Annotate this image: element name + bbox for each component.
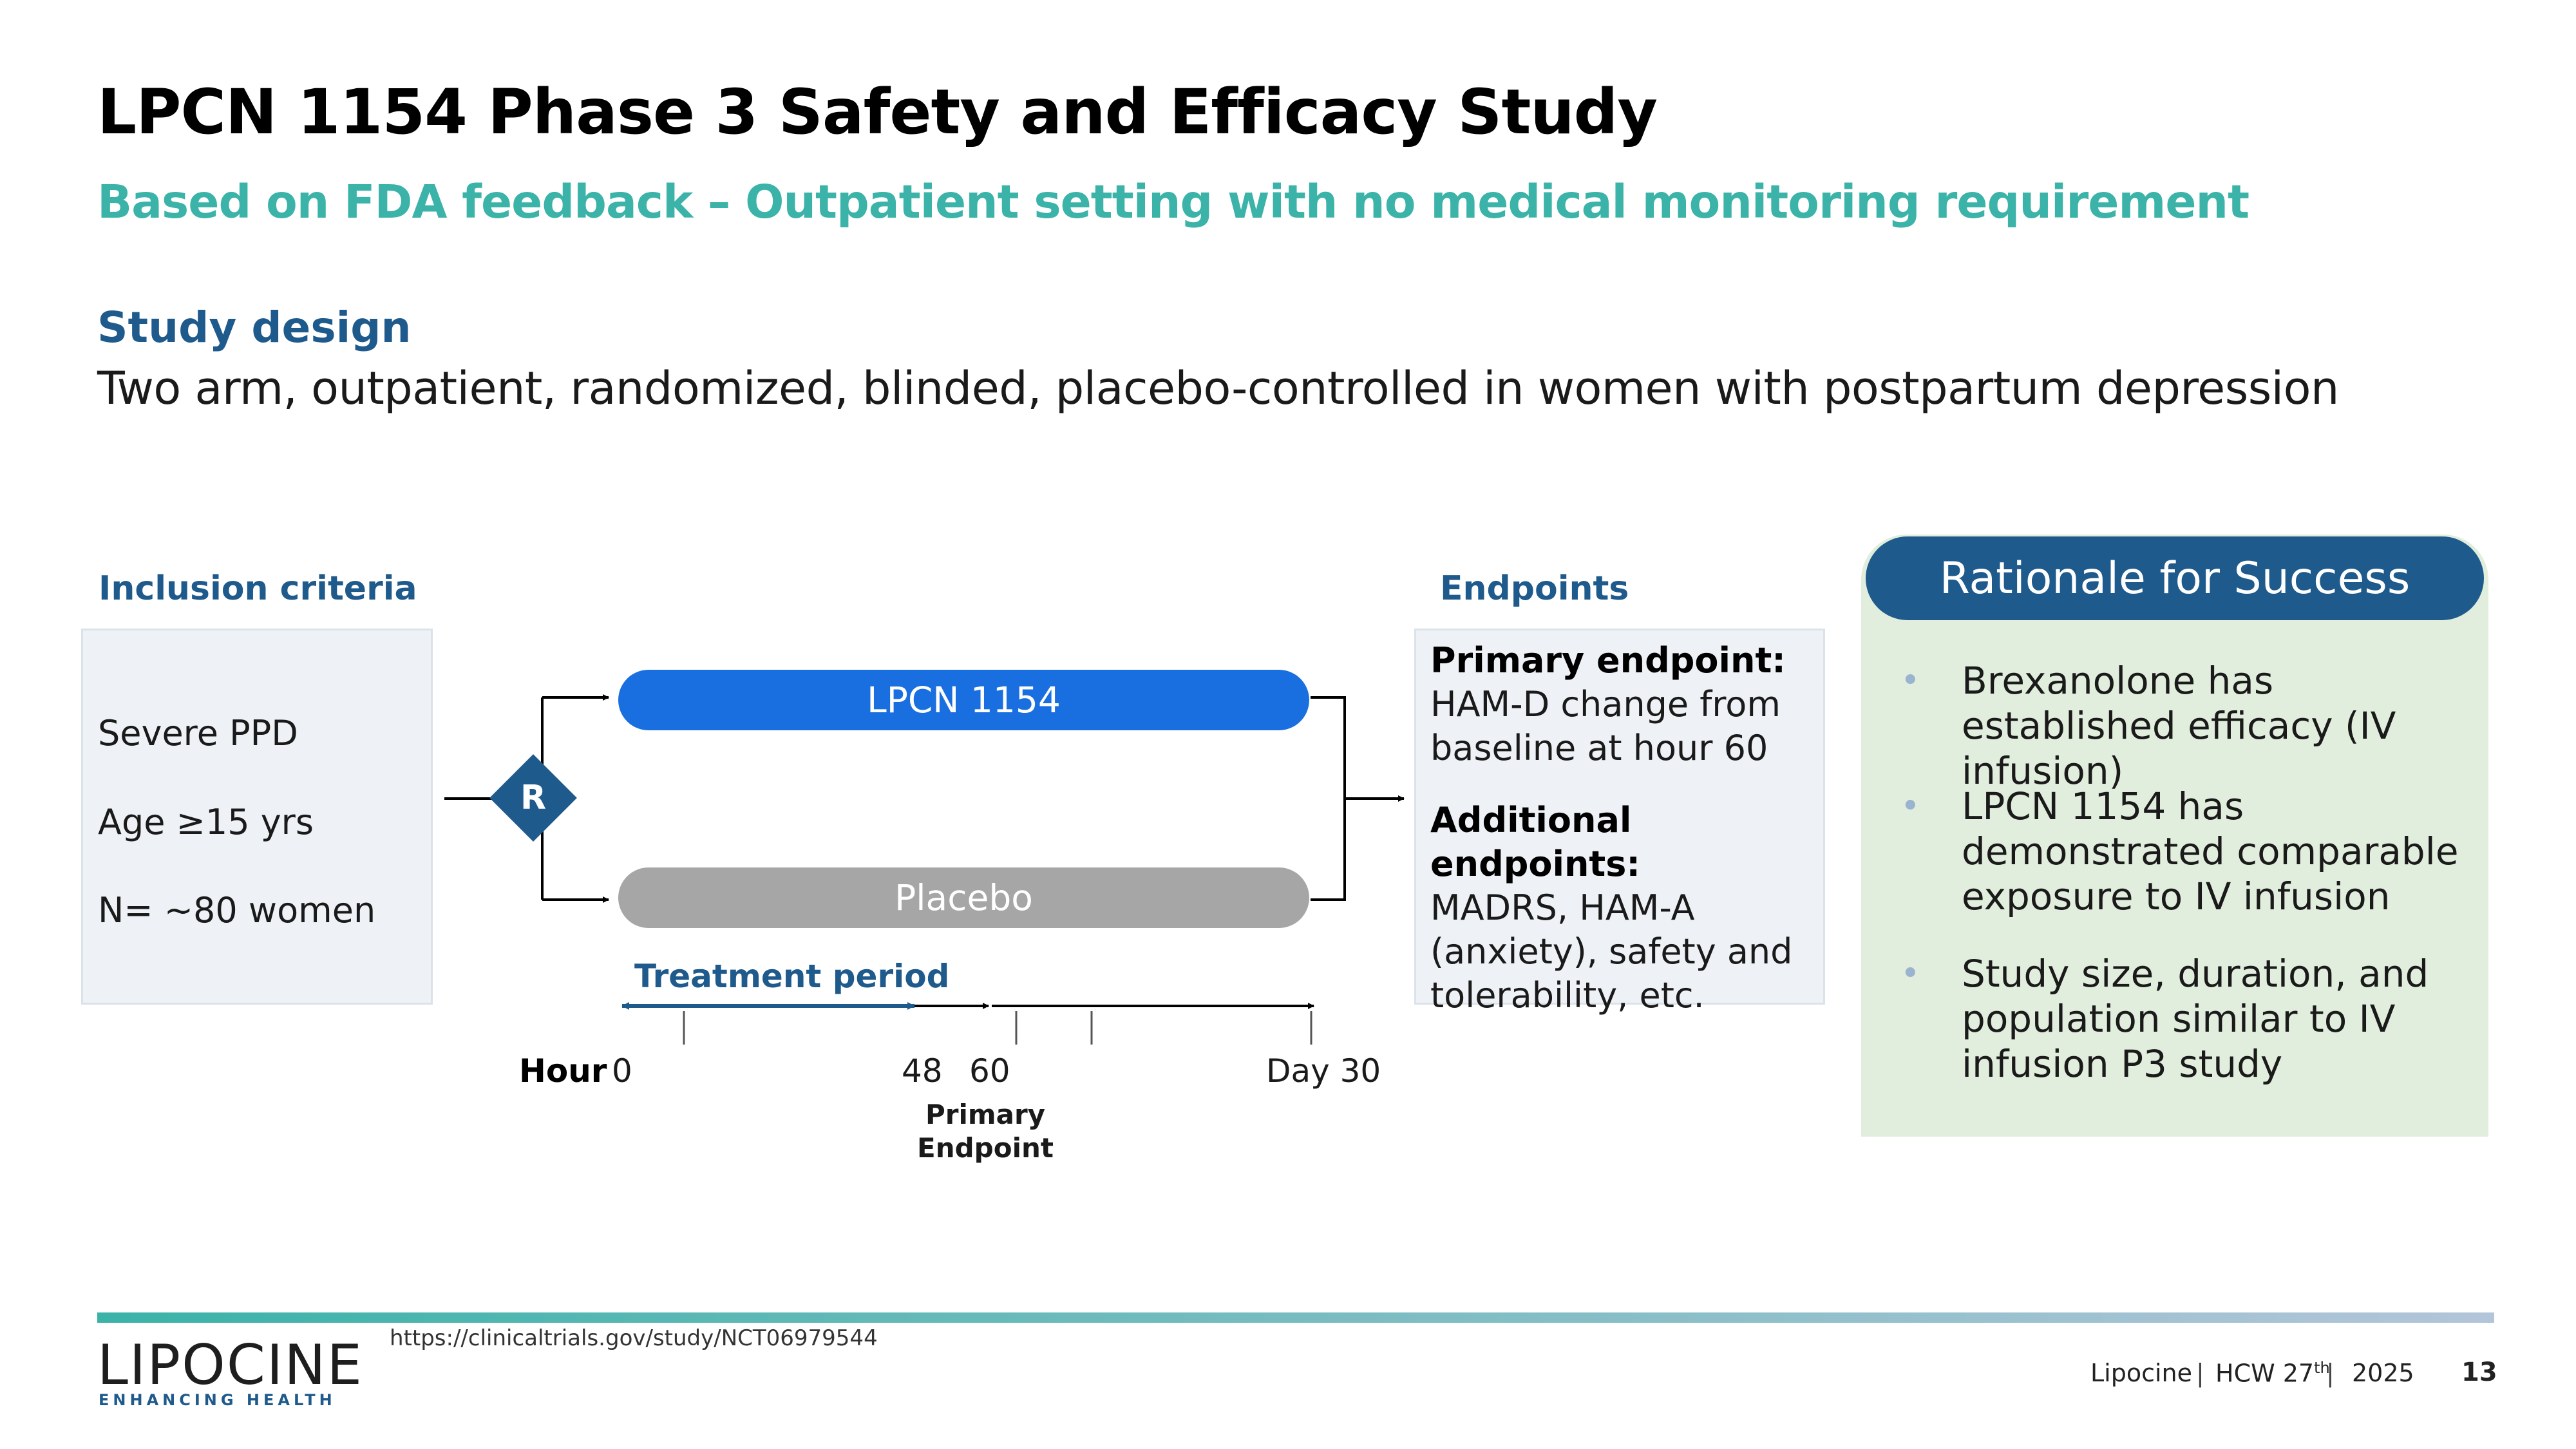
footer-separator: | bbox=[2326, 1359, 2334, 1387]
footer-separator: | bbox=[2196, 1359, 2204, 1387]
endpoints-content: Primary endpoint: HAM-D change from base… bbox=[1430, 639, 1817, 1018]
randomization-label: R bbox=[520, 779, 547, 817]
footer-year: 2025 bbox=[2352, 1359, 2414, 1387]
merge-bracket bbox=[1311, 696, 1346, 901]
inclusion-box bbox=[81, 629, 433, 1005]
endpoints-box bbox=[1414, 629, 1825, 1005]
placebo-arm-label: Placebo bbox=[895, 877, 1033, 918]
study-design-heading: Study design bbox=[97, 303, 412, 352]
endpoints-heading: Endpoints bbox=[1440, 569, 1629, 608]
timeline-tick-label: 60 bbox=[969, 1052, 1010, 1090]
inclusion-heading: Inclusion criteria bbox=[99, 569, 417, 608]
placebo-arm-bar: Placebo bbox=[618, 867, 1309, 928]
bullet-icon: • bbox=[1900, 787, 1920, 826]
footer-event: HCW 27th bbox=[2215, 1359, 2330, 1388]
timeline-axis-label: Hour bbox=[519, 1052, 607, 1090]
study-design-text: Two arm, outpatient, randomized, blinded… bbox=[97, 362, 2339, 415]
footer-company: Lipocine bbox=[2090, 1359, 2193, 1387]
company-logo-tagline: ENHANCING HEALTH bbox=[99, 1391, 336, 1409]
company-logo: LIPOCINE bbox=[97, 1333, 363, 1397]
timeline-tick-label: Day 30 bbox=[1266, 1052, 1381, 1090]
footer-divider bbox=[97, 1312, 2494, 1323]
footer-event-sup: th bbox=[2314, 1359, 2330, 1377]
treatment-period-label: Treatment period bbox=[634, 958, 950, 995]
rationale-bullet: Study size, duration, and population sim… bbox=[1962, 952, 2429, 1086]
primary-endpoint-line1: Primary bbox=[925, 1099, 1046, 1130]
additional-endpoints-text: MADRS, HAM-A (anxiety), safety and toler… bbox=[1430, 887, 1793, 1016]
inclusion-item: Severe PPD bbox=[98, 713, 298, 753]
page-title: LPCN 1154 Phase 3 Safety and Efficacy St… bbox=[97, 76, 1658, 148]
inclusion-item: N= ~80 women bbox=[98, 890, 376, 931]
rationale-header-label: Rationale for Success bbox=[1939, 553, 2410, 604]
bullet-icon: • bbox=[1900, 954, 1920, 993]
page-subtitle: Based on FDA feedback – Outpatient setti… bbox=[97, 175, 2249, 229]
primary-endpoint-title: Primary endpoint: bbox=[1430, 640, 1786, 681]
active-arm-label: LPCN 1154 bbox=[867, 679, 1061, 721]
rationale-bullet: LPCN 1154 has demonstrated comparable ex… bbox=[1962, 784, 2459, 918]
primary-endpoint-marker: Primary Endpoint bbox=[902, 1098, 1069, 1165]
active-arm-bar: LPCN 1154 bbox=[618, 670, 1309, 730]
page-number: 13 bbox=[2461, 1358, 2497, 1387]
inclusion-item: Age ≥15 yrs bbox=[98, 802, 314, 842]
rationale-panel bbox=[1861, 535, 2488, 1137]
primary-endpoint-text: HAM-D change from baseline at hour 60 bbox=[1430, 684, 1781, 768]
additional-endpoints-title: Additional endpoints: bbox=[1430, 800, 1640, 884]
rationale-bullet: Brexanolone has established efficacy (IV… bbox=[1962, 659, 2396, 793]
timeline-tick-label: 0 bbox=[612, 1052, 632, 1090]
primary-endpoint-line2: Endpoint bbox=[917, 1132, 1054, 1164]
timeline-tick-label: 48 bbox=[902, 1052, 943, 1090]
rationale-header: Rationale for Success bbox=[1866, 536, 2484, 620]
footer-event-name: HCW 27 bbox=[2215, 1359, 2315, 1388]
bullet-icon: • bbox=[1900, 661, 1920, 700]
footer-source-url[interactable]: https://clinicaltrials.gov/study/NCT0697… bbox=[390, 1325, 878, 1351]
